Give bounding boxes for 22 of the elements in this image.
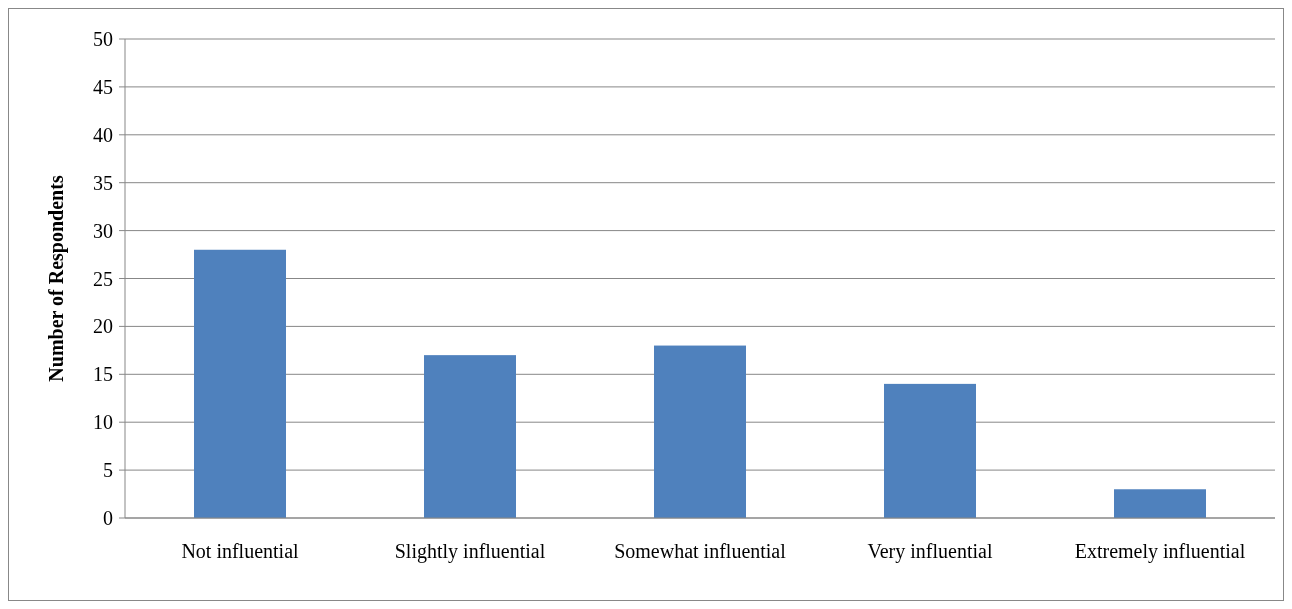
y-tick-label: 5	[103, 459, 113, 482]
x-tick-label: Slightly influential	[394, 540, 546, 563]
x-tick-label: Extremely influential	[1074, 540, 1246, 563]
x-tick-label: Somewhat influential	[614, 540, 787, 562]
bar	[194, 249, 286, 518]
y-tick-label: 45	[93, 75, 113, 98]
y-axis-title: Number of Respondents	[45, 175, 68, 382]
y-tick-label: 40	[93, 123, 113, 146]
y-tick-label: 35	[93, 171, 113, 194]
x-tick-label: Not influential	[181, 540, 300, 562]
bar	[654, 345, 746, 518]
y-tick-label: 0	[103, 507, 113, 529]
y-tick-label: 50	[93, 28, 113, 50]
y-tick-label: 10	[93, 411, 113, 434]
y-tick-label: 20	[93, 315, 113, 338]
bar	[424, 355, 516, 518]
x-tick-label: Very influential	[867, 540, 993, 563]
y-tick-label: 15	[93, 363, 113, 386]
bar	[884, 383, 976, 518]
y-tick-label: 25	[93, 267, 113, 290]
bar	[1114, 489, 1206, 518]
y-tick-label: 30	[93, 219, 113, 242]
